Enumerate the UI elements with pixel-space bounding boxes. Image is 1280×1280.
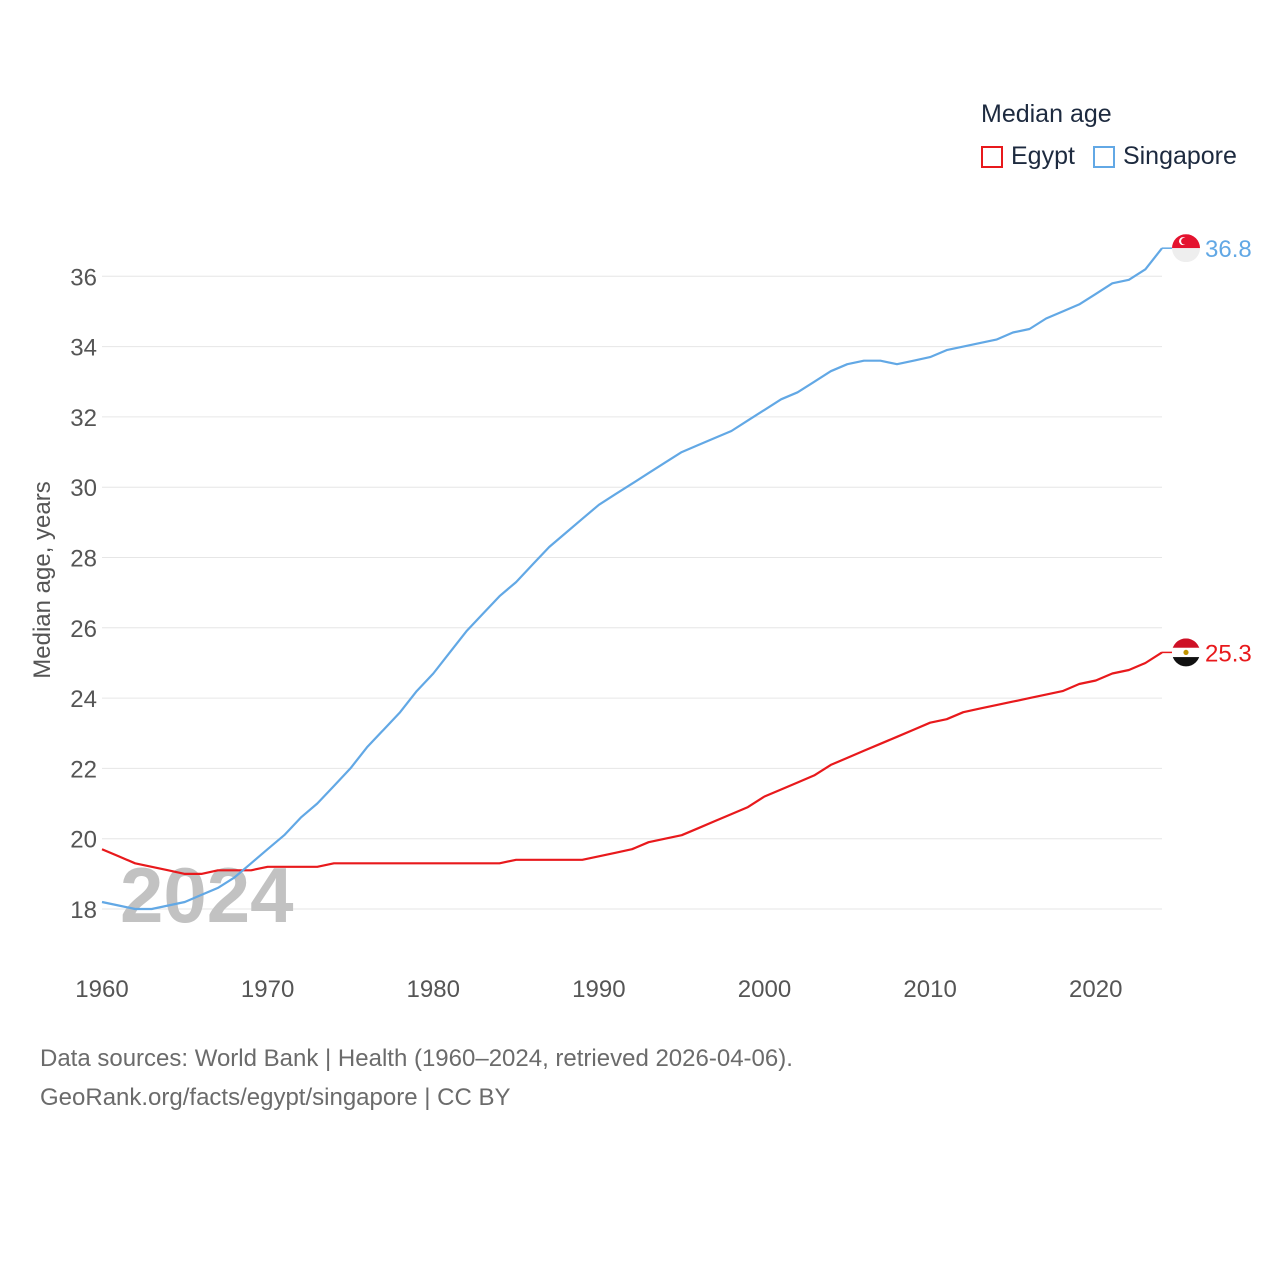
y-tick-label: 28 [70, 546, 97, 573]
series-endpoints: 25.3 36.8 [1162, 234, 1252, 667]
y-tick-label: 18 [70, 897, 97, 924]
y-tick-label: 32 [70, 405, 97, 432]
x-tick-label: 1960 [75, 976, 128, 1003]
x-tick-label: 2000 [738, 976, 791, 1003]
y-tick-label: 34 [70, 335, 97, 362]
y-tick-label: 30 [70, 475, 97, 502]
y-tick-label: 24 [70, 686, 97, 713]
egypt-flag-icon [1172, 638, 1200, 667]
attribution-link[interactable]: GeoRank.org/facts/egypt/singapore | CC B… [40, 1084, 511, 1111]
singapore-flag-icon [1172, 234, 1200, 263]
end-value-label-egypt: 25.3 [1205, 640, 1252, 667]
y-axis-ticks: 18 20 22 24 26 28 30 32 34 36 [70, 264, 97, 924]
y-axis-label: Median age, years [29, 481, 56, 678]
y-tick-label: 36 [70, 264, 97, 291]
x-tick-label: 1980 [407, 976, 460, 1003]
series-line-egypt [101, 651, 1163, 876]
data-source-note: Data sources: World Bank | Health (1960–… [40, 1045, 793, 1072]
legend-swatch-singapore [1092, 145, 1115, 168]
legend-label-singapore: Singapore [1122, 142, 1237, 170]
grid-lines [102, 275, 1162, 910]
legend-swatch-egypt [981, 145, 1003, 168]
x-axis-ticks: 1960 1970 1980 1990 2000 2010 2020 [75, 976, 1122, 1003]
legend-item-egypt[interactable]: Egypt [981, 142, 1075, 171]
series-line-singapore [101, 247, 1163, 911]
x-tick-label: 1990 [572, 976, 625, 1003]
legend-title: Median age [981, 100, 1112, 128]
y-tick-label: 22 [70, 756, 97, 783]
legend-label-egypt: Egypt [1011, 142, 1075, 170]
legend: Egypt Singapore [981, 142, 1255, 171]
x-tick-label: 1970 [241, 976, 294, 1003]
end-value-label-singapore: 36.8 [1205, 236, 1252, 263]
year-watermark: 2024 [120, 851, 294, 939]
y-tick-label: 20 [70, 827, 97, 854]
series-lines [101, 247, 1163, 911]
legend-item-singapore[interactable]: Singapore [1092, 142, 1237, 171]
y-tick-label: 26 [70, 616, 97, 643]
x-tick-label: 2020 [1069, 976, 1122, 1003]
x-tick-label: 2010 [903, 976, 956, 1003]
